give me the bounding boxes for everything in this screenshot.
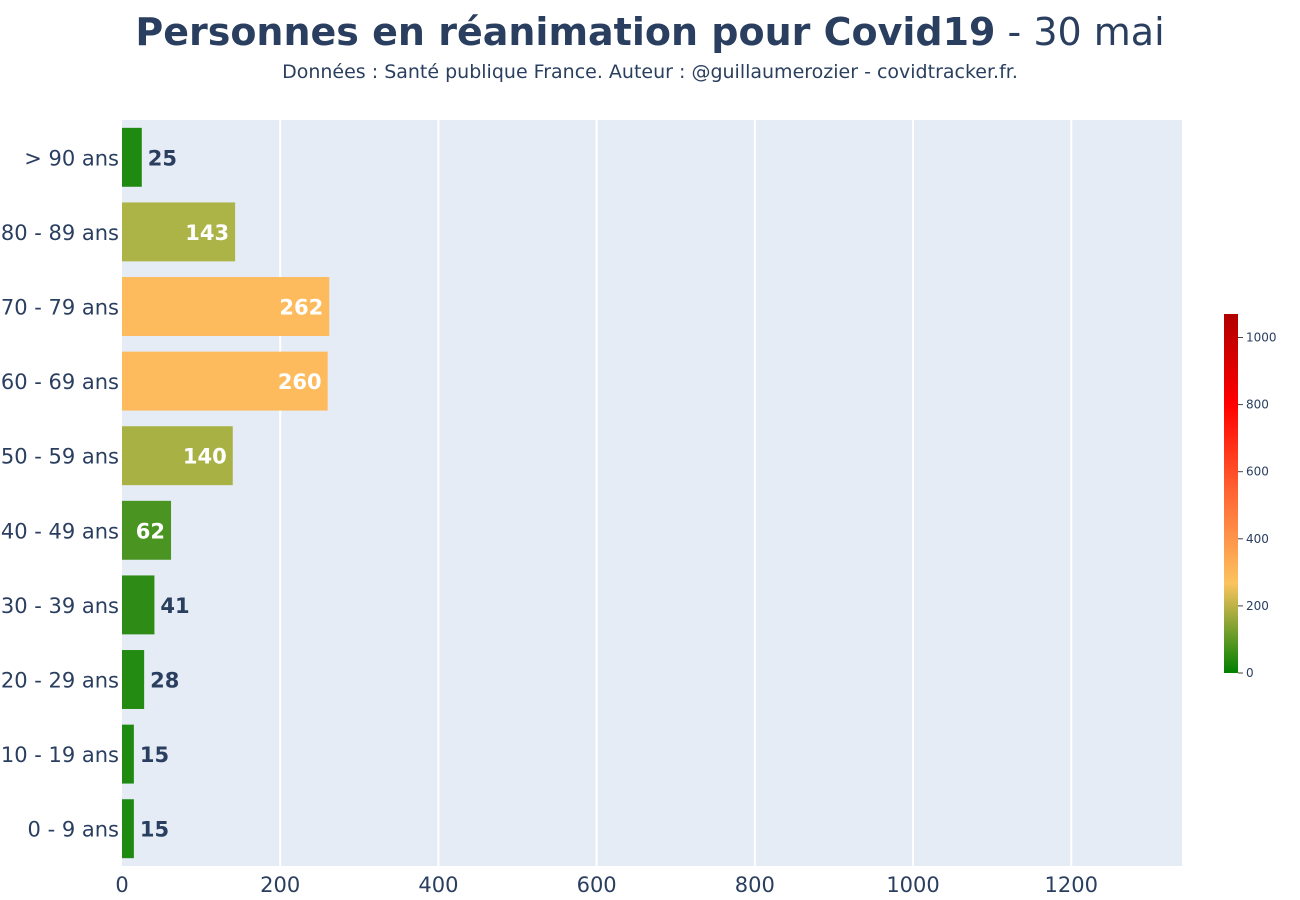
x-tick-label: 0 bbox=[115, 873, 128, 897]
colorbar: 0 200 400 600 800 1000 bbox=[1224, 314, 1277, 680]
colorbar-tick-label: 1000 bbox=[1246, 330, 1277, 344]
y-axis-labels: 0 - 9 ans 10 - 19 ans 20 - 29 ans 30 - 39 a… bbox=[1, 146, 119, 841]
x-tick-label: 200 bbox=[260, 873, 300, 897]
colorbar-tick-label: 400 bbox=[1246, 532, 1269, 546]
bar bbox=[122, 202, 236, 262]
x-tick-label: 600 bbox=[577, 873, 617, 897]
bar bbox=[122, 575, 155, 635]
plot-area bbox=[122, 120, 1182, 866]
y-tick-label: 70 - 79 ans bbox=[1, 296, 119, 320]
x-tick-label: 800 bbox=[735, 873, 775, 897]
bar bbox=[122, 277, 330, 336]
y-tick-label: 0 - 9 ans bbox=[28, 818, 119, 842]
x-axis-labels: 0 200 400 600 800 1000 1200 bbox=[115, 873, 1098, 897]
bar-value-label: 28 bbox=[150, 669, 179, 693]
y-tick-label: 60 - 69 ans bbox=[1, 370, 119, 394]
colorbar-gradient bbox=[1224, 314, 1238, 673]
bar bbox=[122, 799, 134, 859]
bar-value-label: 140 bbox=[183, 445, 227, 469]
x-tick-label: 1000 bbox=[886, 873, 939, 897]
chart-title-main: Personnes en réanimation pour Covid19 bbox=[135, 10, 996, 54]
y-tick-label: > 90 ans bbox=[24, 146, 119, 170]
bar bbox=[122, 127, 142, 187]
bar bbox=[122, 650, 145, 709]
y-tick-label: 20 - 29 ans bbox=[1, 669, 119, 693]
bars: 15 15 28 41 62 140 260 262 143 25 bbox=[122, 127, 330, 859]
colorbar-tick-label: 0 bbox=[1246, 666, 1254, 680]
bar bbox=[122, 724, 134, 784]
bar-value-label: 41 bbox=[160, 594, 189, 618]
bar-value-label: 143 bbox=[185, 221, 229, 245]
y-tick-label: 50 - 59 ans bbox=[1, 445, 119, 469]
bar bbox=[122, 500, 172, 560]
bar bbox=[122, 351, 328, 411]
bar-value-label: 15 bbox=[140, 743, 169, 767]
colorbar-tick-label: 200 bbox=[1246, 599, 1269, 613]
x-tick-label: 400 bbox=[418, 873, 458, 897]
y-tick-label: 10 - 19 ans bbox=[1, 743, 119, 767]
y-tick-label: 30 - 39 ans bbox=[1, 594, 119, 618]
bar-value-label: 62 bbox=[136, 519, 165, 543]
grid-lines bbox=[279, 120, 1073, 866]
y-tick-label: 80 - 89 ans bbox=[1, 221, 119, 245]
bar bbox=[122, 426, 233, 486]
chart-subtitle: Données : Santé publique France. Auteur … bbox=[282, 61, 1018, 83]
chart-title-date: - 30 mai bbox=[995, 10, 1165, 54]
chart-title: Personnes en réanimation pour Covid19 - … bbox=[0, 8, 1300, 56]
bar-value-label: 260 bbox=[278, 370, 322, 394]
bar-value-label: 25 bbox=[148, 146, 177, 170]
x-tick-label: 1200 bbox=[1045, 873, 1098, 897]
bar-value-label: 15 bbox=[140, 818, 169, 842]
bar-value-label: 262 bbox=[279, 296, 323, 320]
colorbar-tick-label: 800 bbox=[1246, 398, 1269, 412]
colorbar-tick-label: 600 bbox=[1246, 465, 1269, 479]
y-tick-label: 40 - 49 ans bbox=[1, 519, 119, 543]
